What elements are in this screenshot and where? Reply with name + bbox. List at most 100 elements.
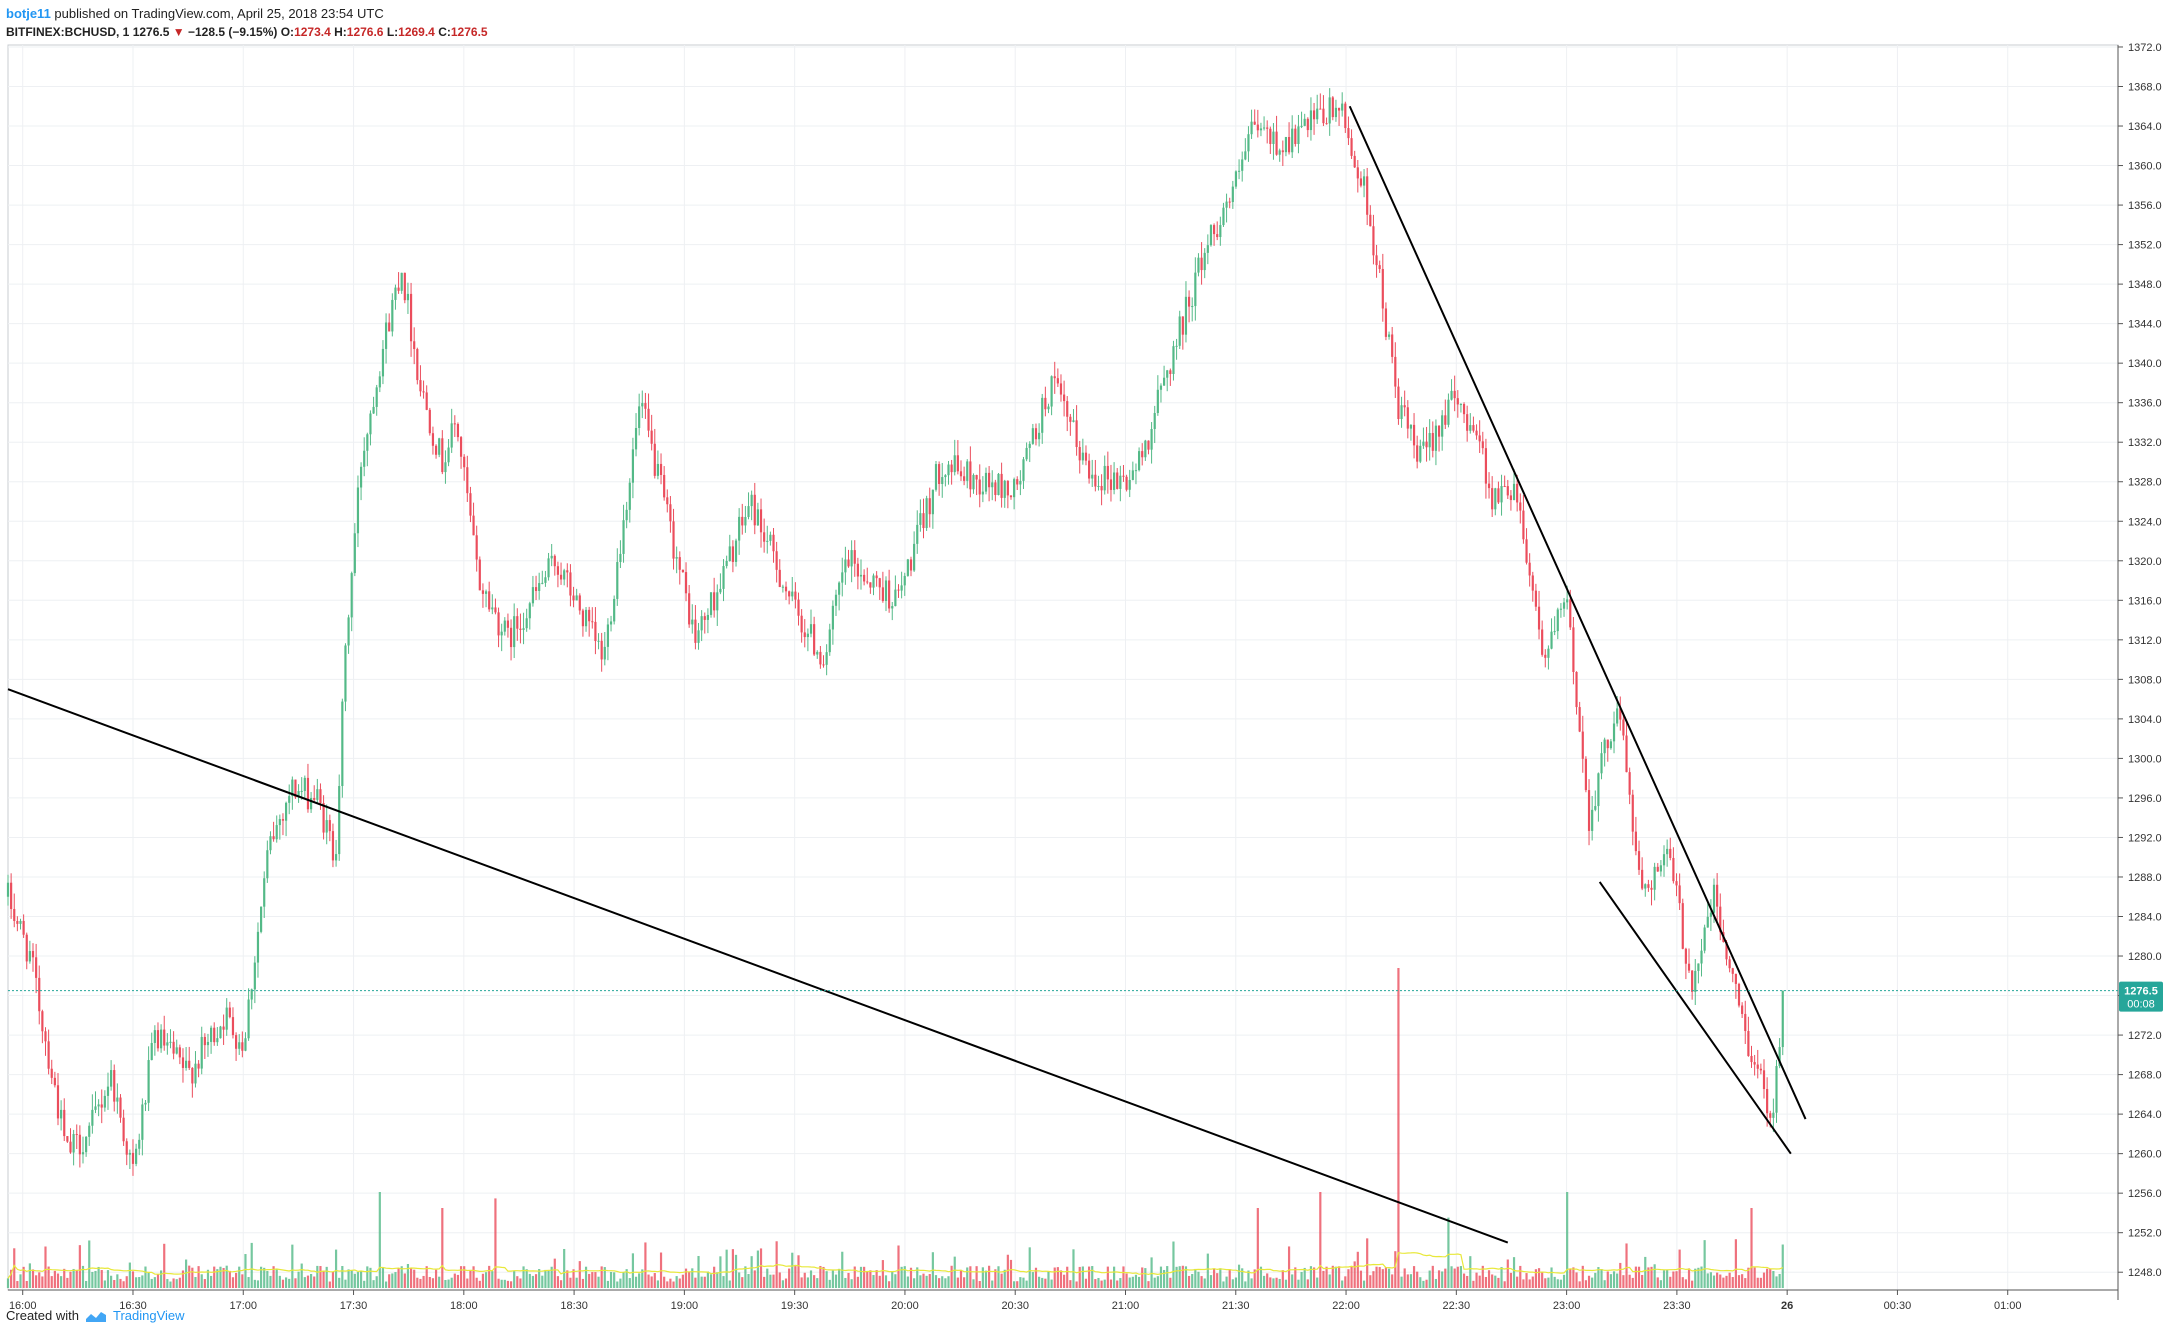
volume-bar [1044,1278,1047,1288]
candle-body [1481,441,1484,449]
volume-bar [481,1273,485,1288]
candle-body [916,524,919,544]
volume-bar [160,1270,163,1288]
volume-bar [359,1271,363,1288]
volume-bar [494,1198,497,1288]
candle-body [853,550,856,564]
volume-bar [166,1279,169,1288]
candle-body [384,322,388,349]
candle-body [566,570,569,573]
candle-body [200,1036,203,1069]
volume-bar [97,1266,100,1288]
candle-body [1219,225,1222,238]
candle-body [1131,470,1134,480]
volume-bar [1025,1280,1028,1288]
volume-bar [1097,1277,1100,1288]
candle-body [1178,316,1181,346]
candle-body [738,516,741,541]
volume-bar [1675,1271,1678,1288]
candle-body [1603,739,1606,754]
candle-body [1694,970,1697,992]
volume-bar [197,1266,200,1288]
candle-body [300,790,303,792]
candle-body [647,408,650,431]
volume-bar [1759,1277,1762,1288]
username-link[interactable]: botje11 [6,6,51,21]
volume-bar [1553,1276,1556,1288]
candle-body [1347,128,1350,139]
volume-bar [1628,1274,1631,1288]
candle-body [1559,608,1563,610]
candle-body [1769,1113,1772,1118]
volume-bar [1006,1254,1009,1288]
candle-body [119,1097,122,1118]
volume-bar [594,1272,597,1288]
volume-bar [766,1268,769,1288]
candle-body [1337,107,1341,111]
candle-body [319,789,322,804]
tradingview-brand-link[interactable]: TradingView [112,1308,185,1323]
candle-body [22,920,25,935]
candle-body [1628,772,1631,795]
ohlc-line: BITFINEX:BCHUSD, 1 1276.5 ▼ −128.5 (−9.1… [6,23,488,42]
candle-body [541,582,544,584]
volume-bar [238,1266,241,1288]
volume-bar [741,1277,744,1288]
volume-bar [500,1279,503,1288]
volume-bar [650,1276,653,1288]
candle-body [175,1047,178,1054]
volume-bar [497,1278,500,1288]
y-tick-label: 1332.0 [2128,437,2162,449]
volume-bar [847,1272,850,1288]
candle-body [247,999,250,1039]
volume-bar [1594,1272,1597,1288]
candle-body [694,619,697,643]
candle-body [797,599,800,616]
candle-body [706,614,709,620]
candle-body [272,836,275,840]
y-tick-label: 1344.0 [2128,319,2162,331]
volume-bar [1753,1267,1756,1288]
candle-body [981,491,984,495]
volume-bar [1075,1281,1078,1288]
candle-body [1225,201,1228,208]
candle-body [944,475,947,478]
volume-bar [1656,1277,1659,1288]
volume-bar [369,1267,372,1288]
candle-body [719,588,722,593]
candle-body [372,406,375,414]
volume-bar [419,1278,422,1288]
candle-body [1181,316,1184,335]
candle-body [1116,472,1119,489]
volume-bar [1691,1280,1694,1288]
candle-body [622,520,625,554]
candle-body [75,1134,78,1136]
candle-body [1228,201,1231,203]
candle-body [1044,397,1047,410]
candle-body [1041,397,1044,433]
volume-bar [1206,1253,1209,1288]
candle-body [1400,405,1403,420]
volume-bar [538,1269,541,1288]
volume-bar [875,1270,878,1288]
volume-bar [716,1272,719,1288]
candle-body [1756,1064,1759,1069]
volume-bar [147,1272,150,1288]
candle-body [1575,671,1578,708]
x-tick-label: 16:00 [9,1300,37,1312]
candle-body [1691,970,1694,992]
volume-bar [956,1277,959,1288]
last-price-label-bg [2119,981,2163,1012]
candle-body [1512,483,1516,501]
candle-body [356,487,360,534]
volume-bar [1744,1278,1747,1288]
volume-bar [191,1267,194,1288]
volume-bar [178,1277,181,1288]
volume-bar [22,1266,25,1288]
volume-bar [859,1266,863,1288]
volume-bar [409,1268,413,1288]
candle-body [869,582,872,588]
volume-bar [378,1192,381,1288]
volume-bar [406,1264,410,1288]
